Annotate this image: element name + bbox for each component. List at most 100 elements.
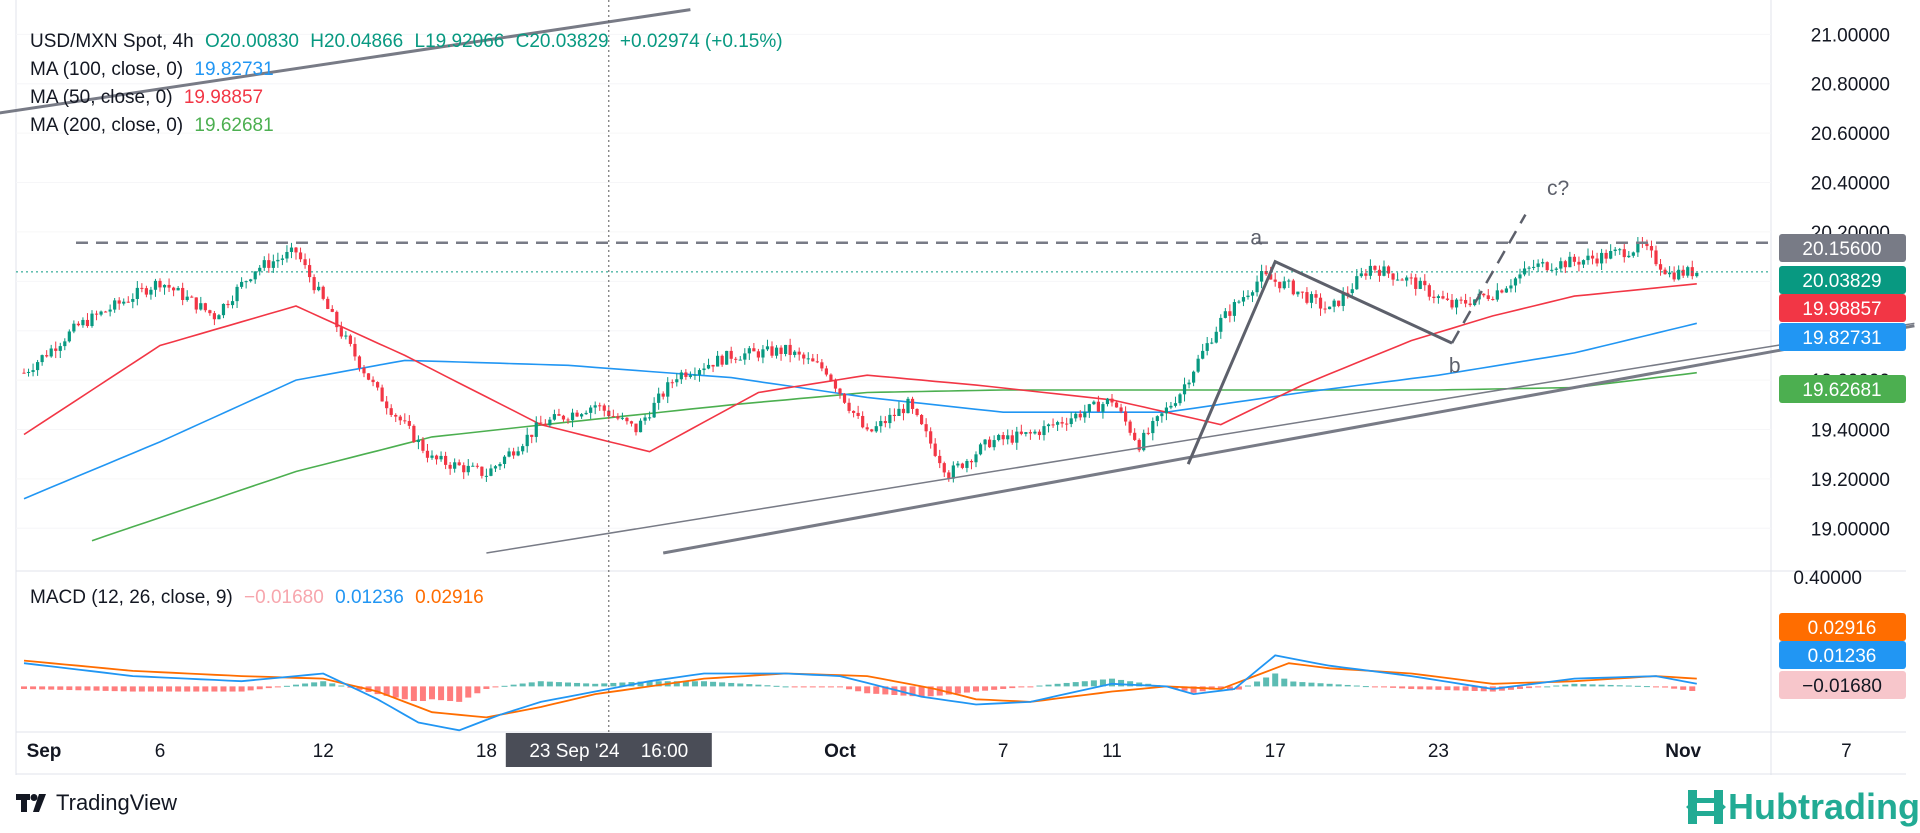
candle-body bbox=[634, 423, 638, 433]
candle-body bbox=[747, 348, 751, 354]
macd-histogram-bar bbox=[1680, 686, 1687, 690]
ma50-legend[interactable]: MA (50, close, 0) 19.98857 bbox=[30, 87, 269, 109]
candle-body bbox=[1124, 411, 1128, 422]
macd-histogram-bar bbox=[827, 686, 834, 688]
candle-body bbox=[1391, 273, 1395, 280]
candle-body bbox=[1454, 299, 1459, 308]
candle-body bbox=[833, 380, 838, 389]
macd-histogram-bar bbox=[846, 686, 853, 690]
candle-body bbox=[380, 387, 384, 402]
macd-histogram-bar bbox=[193, 686, 200, 692]
candle-body bbox=[1119, 407, 1123, 412]
hubtrading-text: Hubtrading bbox=[1728, 786, 1920, 827]
candle-body bbox=[557, 414, 561, 416]
time-axis[interactable]: Sep 6 12 18 Oct 7 11 17 23 Nov 7 bbox=[27, 741, 1852, 762]
macd-histogram-bar bbox=[1263, 677, 1270, 687]
macd-histogram-bar bbox=[1435, 686, 1442, 690]
candle-body bbox=[430, 455, 434, 458]
macd-histogram-bar bbox=[1009, 686, 1016, 689]
candle-body bbox=[1414, 277, 1418, 289]
candle-body bbox=[1305, 292, 1309, 303]
candle-body bbox=[593, 405, 597, 408]
macd-histogram-bar bbox=[1417, 686, 1424, 690]
candle-body bbox=[1654, 250, 1658, 265]
candle-body bbox=[1169, 405, 1173, 408]
symbol-label[interactable]: USD/MXN Spot, 4h bbox=[30, 31, 194, 52]
candle-body bbox=[611, 416, 615, 418]
candle-body bbox=[1105, 398, 1110, 405]
candle-body bbox=[870, 429, 874, 432]
candle-body bbox=[915, 408, 919, 416]
candle-body bbox=[235, 286, 239, 302]
candle-body bbox=[149, 289, 153, 295]
candle-body bbox=[625, 417, 629, 422]
high-value: H20.04866 bbox=[310, 31, 404, 52]
macd-histogram-bar bbox=[392, 686, 399, 698]
ma200-legend[interactable]: MA (200, close, 0) 19.62681 bbox=[30, 115, 280, 137]
candle-body bbox=[865, 427, 869, 430]
candle-body bbox=[31, 370, 35, 372]
macd-histogram-bar bbox=[755, 684, 762, 687]
ma50-label: MA (50, close, 0) bbox=[30, 87, 173, 108]
macd-histogram-bar bbox=[1018, 686, 1025, 688]
time-tick-label: 7 bbox=[1841, 741, 1852, 762]
macd-histogram-bar bbox=[410, 686, 417, 702]
candle-body bbox=[253, 271, 257, 280]
macd-histogram-bar bbox=[175, 686, 182, 692]
macd-histogram-bar bbox=[1580, 684, 1587, 687]
macd-histogram-bar bbox=[447, 686, 454, 702]
candle-body bbox=[589, 407, 593, 413]
candle-body bbox=[1192, 371, 1196, 383]
macd-histogram-bar bbox=[1081, 681, 1088, 687]
candle-body bbox=[824, 368, 828, 375]
macd-histogram-bar bbox=[574, 682, 581, 687]
macd-histogram-bar bbox=[1643, 686, 1650, 688]
macd-histogram-bar bbox=[1444, 686, 1451, 691]
macd-histogram-bar bbox=[1335, 684, 1342, 687]
candle-body bbox=[135, 287, 139, 299]
price-tag-label: 20.03829 bbox=[1802, 271, 1881, 292]
candle-body bbox=[453, 462, 457, 469]
candle-body bbox=[267, 260, 271, 268]
macd-histogram-bar bbox=[1036, 685, 1043, 687]
macd-histogram-bar bbox=[247, 686, 254, 691]
candle-body bbox=[856, 412, 860, 416]
macd-histogram-bar bbox=[1254, 681, 1261, 687]
candle-body bbox=[444, 455, 448, 465]
macd-histogram-bar bbox=[809, 686, 816, 688]
candle-body bbox=[1423, 280, 1427, 286]
candle-body bbox=[892, 414, 896, 416]
candle-body bbox=[1074, 413, 1078, 419]
macd-histogram-bar bbox=[1426, 686, 1433, 690]
candle-body bbox=[974, 454, 978, 463]
candle-body bbox=[924, 424, 928, 432]
candle-body bbox=[298, 252, 303, 260]
candle-body bbox=[1532, 266, 1536, 268]
candle-body bbox=[1142, 432, 1146, 451]
macd-signal-line bbox=[23, 659, 1697, 719]
macd-histogram-bar bbox=[655, 681, 662, 687]
macd-histogram-bar bbox=[855, 686, 862, 692]
macd-histogram-bar bbox=[945, 686, 952, 695]
candle-body bbox=[389, 408, 393, 415]
change-value: +0.02974 (+0.15%) bbox=[619, 31, 783, 52]
candle-body bbox=[774, 347, 779, 356]
candle-body bbox=[1663, 269, 1667, 275]
hubtrading-logo[interactable]: Hubtrading bbox=[1686, 786, 1920, 828]
macd-histogram-bar bbox=[537, 681, 544, 687]
macd-histogram-bar bbox=[1381, 686, 1387, 688]
candle-body bbox=[113, 300, 117, 310]
tradingview-logo[interactable]: TradingView bbox=[16, 790, 177, 816]
ma100-legend[interactable]: MA (100, close, 0) 19.82731 bbox=[30, 59, 280, 81]
candle-body bbox=[1237, 301, 1241, 303]
candle-body bbox=[1269, 274, 1273, 280]
macd-histogram-bar bbox=[1118, 679, 1125, 687]
candle-body bbox=[376, 382, 380, 388]
macd-histogram-bar bbox=[954, 686, 961, 694]
candle-body bbox=[1146, 432, 1150, 434]
macd-histogram-bar bbox=[48, 686, 55, 690]
macd-histogram-bar bbox=[1480, 686, 1487, 692]
candle-body bbox=[1241, 297, 1246, 302]
macd-legend[interactable]: MACD (12, 26, close, 9) −0.01680 0.01236… bbox=[30, 587, 490, 609]
